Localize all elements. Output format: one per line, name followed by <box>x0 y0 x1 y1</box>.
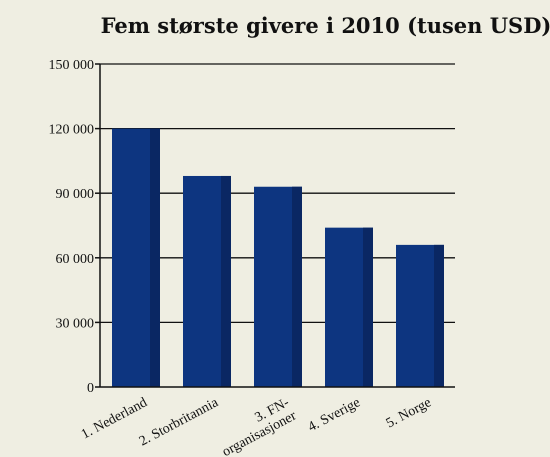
chart-title: Fem største givere i 2010 (tusen USD) <box>101 13 550 38</box>
bars <box>112 128 444 387</box>
x-category-label: 3. FN-organisasjoner <box>213 395 299 457</box>
y-tick-label: 30 000 <box>56 316 95 331</box>
axes <box>99 64 455 388</box>
y-tick-label: 150 000 <box>49 58 95 73</box>
x-category-label-line: 2. Storbritannia <box>137 395 222 450</box>
bar-shade <box>363 227 373 387</box>
x-category-label: 4. Sverige <box>306 395 363 435</box>
bar-shade <box>221 175 231 387</box>
bar-shade <box>434 244 444 387</box>
x-category-label-line: 5. Norge <box>384 395 434 431</box>
bar-shade <box>292 186 302 387</box>
y-tick-label: 90 000 <box>56 187 95 202</box>
bar-shade <box>150 128 160 387</box>
x-category-label: 5. Norge <box>384 395 434 431</box>
y-tick-label: 0 <box>87 381 94 396</box>
x-category-label: 2. Storbritannia <box>137 395 222 450</box>
y-tick-labels: 0 30 000 60 000 90 000 120 000 150 000 <box>49 58 95 396</box>
y-tick-label: 120 000 <box>49 123 95 138</box>
x-category-label-line: 4. Sverige <box>306 395 363 435</box>
y-tick-label: 60 000 <box>56 252 95 267</box>
